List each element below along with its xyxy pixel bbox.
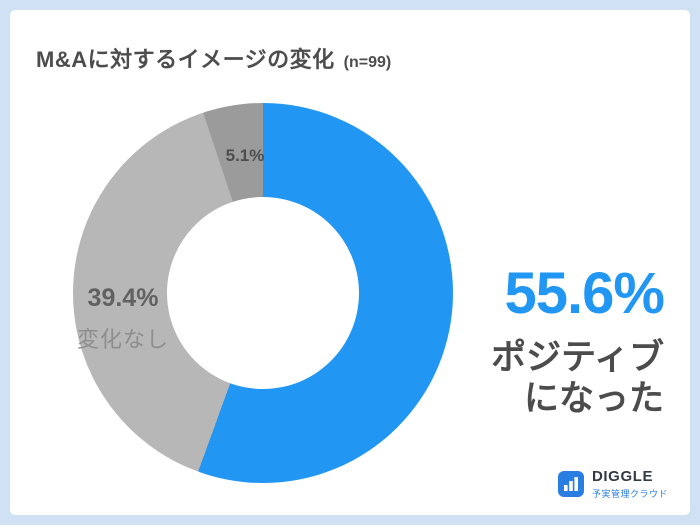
segment-label-gray-percent: 39.4% [87,284,159,312]
highlight-callout: 55.6% ポジティブ になった [414,261,665,419]
segment-label-gray-name: 変化なし [76,327,169,352]
logo-tagline: 予実管理クラウド [591,489,668,499]
donut-chart [73,103,453,483]
segment-label-small: 5.1% [225,146,265,165]
sample-size: (n=99) [343,54,392,71]
donut-hole [167,197,359,389]
diggle-logo-icon [557,471,584,498]
diggle-logo: DIGGLE 予実管理クラウド [557,467,668,501]
logo-text: DIGGLE 予実管理クラウド [591,467,668,501]
logo-name: DIGGLE [591,467,654,485]
highlight-label-line2: になった [523,379,664,419]
chart-header: M&Aに対するイメージの変化 (n=99) [36,42,391,74]
chart-title: M&Aに対するイメージの変化 [36,47,335,72]
highlight-percent: 55.6% [504,261,665,326]
highlight-label-line1: ポジティブ [491,337,664,377]
